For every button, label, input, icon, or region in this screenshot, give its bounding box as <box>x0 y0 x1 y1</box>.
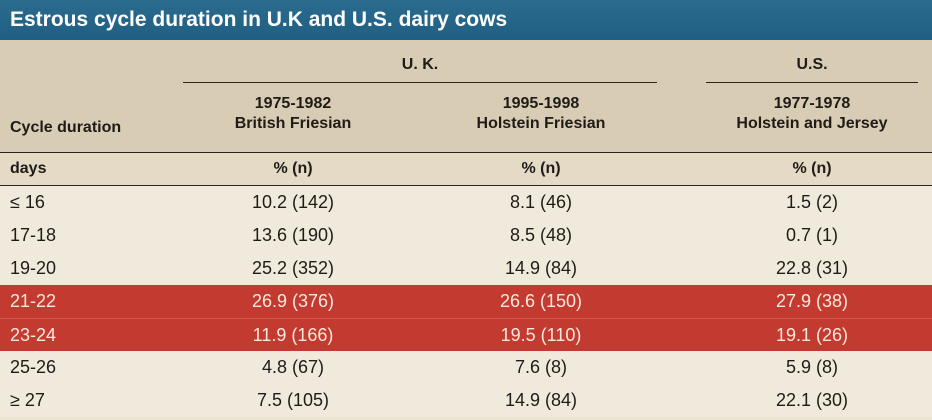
group-label-us: U.S. <box>796 56 828 73</box>
table-row: 19-20 25.2 (352) 14.9 (84) 22.8 (31) <box>0 252 932 285</box>
table-row: ≤ 16 10.2 (142) 8.1 (46) 1.5 (2) <box>0 186 932 219</box>
row-header-label: Cycle duration <box>10 119 122 136</box>
column-years: 1995-1998 <box>502 95 580 112</box>
row-label: 19-20 <box>10 258 57 278</box>
cell-holstein-jersey: 22.8 (31) <box>775 258 849 278</box>
group-rule-us <box>706 82 918 83</box>
table-row: 17-18 13.6 (190) 8.5 (48) 0.7 (1) <box>0 219 932 252</box>
cell-holstein-jersey: 27.9 (38) <box>775 291 849 311</box>
row-label: 25-26 <box>10 357 57 377</box>
cell-holstein-jersey: 5.9 (8) <box>785 357 839 377</box>
cell-holstein-friesian: 14.9 (84) <box>504 258 578 278</box>
cell-holstein-friesian: 19.5 (110) <box>500 325 582 345</box>
group-label-uk: U. K. <box>401 56 439 73</box>
units-row: days % (n) % (n) % (n) <box>0 152 932 186</box>
column-breed: Holstein and Jersey <box>736 115 888 132</box>
units-label: days <box>10 160 47 177</box>
cell-holstein-jersey: 19.1 (26) <box>775 325 849 345</box>
table-row: 21-22 26.9 (376) 26.6 (150) 27.9 (38) <box>0 285 932 318</box>
table-row: ≥ 27 7.5 (105) 14.9 (84) 22.1 (30) <box>0 384 932 417</box>
units-c1: % (n) <box>273 160 313 177</box>
cell-british-friesian: 26.9 (376) <box>251 291 335 311</box>
cell-holstein-friesian: 26.6 (150) <box>499 291 583 311</box>
column-breed: Holstein Friesian <box>476 115 606 132</box>
cell-holstein-jersey: 22.1 (30) <box>775 390 849 410</box>
cell-holstein-friesian: 8.1 (46) <box>509 192 573 212</box>
units-c2: % (n) <box>521 160 561 177</box>
column-header-holstein-friesian: 1995-1998 Holstein Friesian <box>430 94 652 134</box>
cell-british-friesian: 7.5 (105) <box>256 390 330 410</box>
cell-holstein-jersey: 0.7 (1) <box>785 225 839 245</box>
row-label: ≤ 16 <box>10 192 45 212</box>
cell-holstein-jersey: 1.5 (2) <box>785 192 839 212</box>
table-row: 23-24 11.9 (166) 19.5 (110) 19.1 (26) <box>0 318 932 352</box>
cell-holstein-friesian: 7.6 (8) <box>514 357 568 377</box>
cell-british-friesian: 11.9 (166) <box>252 325 334 345</box>
column-years: 1977-1978 <box>773 95 851 112</box>
cell-holstein-friesian: 8.5 (48) <box>509 225 573 245</box>
column-breed: British Friesian <box>234 115 352 132</box>
row-label: 21-22 <box>10 291 57 311</box>
cell-british-friesian: 10.2 (142) <box>251 192 335 212</box>
group-rule-uk <box>183 82 657 83</box>
row-label: ≥ 27 <box>10 390 45 410</box>
row-label: 17-18 <box>10 225 57 245</box>
table-header: U. K. U.S. 1975-1982 British Friesian 19… <box>0 40 932 152</box>
table-title: Estrous cycle duration in U.K and U.S. d… <box>0 0 932 40</box>
cell-british-friesian: 4.8 (67) <box>261 357 325 377</box>
column-header-british-friesian: 1975-1982 British Friesian <box>183 94 403 134</box>
cell-british-friesian: 25.2 (352) <box>251 258 335 278</box>
row-label: 23-24 <box>10 325 57 345</box>
column-years: 1975-1982 <box>254 95 332 112</box>
cell-holstein-friesian: 14.9 (84) <box>504 390 578 410</box>
cell-british-friesian: 13.6 (190) <box>251 225 335 245</box>
column-header-holstein-jersey: 1977-1978 Holstein and Jersey <box>706 94 918 134</box>
table-row: 25-26 4.8 (67) 7.6 (8) 5.9 (8) <box>0 351 932 384</box>
units-c3: % (n) <box>792 160 832 177</box>
